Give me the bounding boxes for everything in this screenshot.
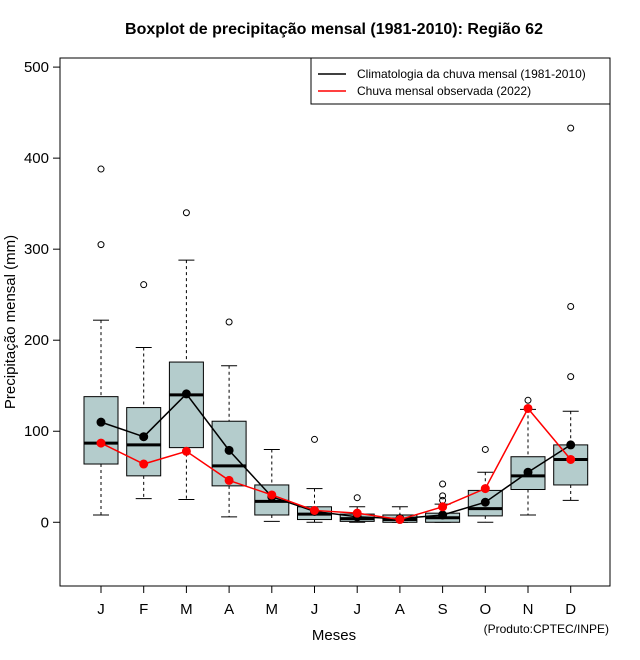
series-lines	[96, 389, 576, 525]
series-0-point-2	[181, 389, 191, 399]
x-tick-label-0: J	[97, 601, 105, 618]
series-1-point-2	[181, 446, 191, 456]
y-tick-label-0: 0	[41, 514, 49, 531]
y-tick-label-4: 400	[24, 150, 49, 167]
box-N-10	[510, 396, 546, 516]
outlier-point-0	[225, 318, 233, 326]
series-1-point-8	[438, 502, 448, 512]
outlier-point-2	[439, 480, 447, 488]
series-1-point-7	[395, 515, 405, 525]
outlier-point-0	[353, 494, 361, 502]
box-iqr	[83, 396, 119, 465]
series-0-point-0	[96, 417, 106, 427]
y-tick-label-1: 100	[24, 423, 49, 440]
outlier-point-1	[97, 165, 105, 173]
y-axis-label: Precipitação mensal (mm)	[2, 235, 19, 409]
x-tick-label-5: J	[311, 601, 319, 618]
x-tick-label-1: F	[139, 601, 148, 618]
outlier-point-0	[481, 445, 489, 453]
boxes-group	[83, 124, 589, 523]
x-tick-label-3: A	[224, 601, 234, 618]
y-tick-label-2: 200	[24, 332, 49, 349]
series-0-point-8	[438, 510, 448, 520]
series-1-point-3	[224, 475, 234, 485]
outlier-point-0	[311, 435, 318, 443]
series-1-point-5	[310, 505, 319, 515]
box-A-3	[211, 318, 247, 518]
x-tick-label-2: M	[180, 601, 193, 618]
x-tick-label-8: S	[438, 601, 448, 618]
x-tick-label-7: A	[395, 601, 405, 618]
outlier-point-0	[97, 241, 105, 249]
x-axis-label: Meses	[312, 627, 356, 644]
outlier-point-0	[567, 373, 575, 381]
series-line-1	[100, 407, 572, 521]
x-tick-label-10: N	[523, 601, 534, 618]
series-1-point-10	[523, 403, 533, 413]
x-tick-label-9: O	[479, 601, 491, 618]
legend-box	[310, 57, 611, 105]
series-0-point-11	[566, 440, 576, 450]
outlier-point-0	[524, 396, 532, 404]
y-tick-label-5: 500	[24, 59, 49, 76]
series-1-point-6	[352, 508, 362, 518]
y-axis: 0 100 200 300 400 500	[24, 59, 60, 531]
series-1-point-0	[96, 438, 106, 448]
outlier-point-0	[182, 209, 190, 217]
series-0-point-10	[523, 467, 533, 477]
legend-label-climatology: Climatologia da chuva mensal (1981-2010)	[357, 67, 586, 81]
series-1-point-1	[139, 459, 149, 469]
y-tick-label-3: 300	[24, 241, 49, 258]
legend-label-observed: Chuva mensal observada (2022)	[357, 84, 531, 98]
legend: Climatologia da chuva mensal (1981-2010)…	[310, 57, 611, 105]
chart-title: Boxplot de precipitação mensal (1981-201…	[125, 21, 543, 38]
series-0-point-9	[480, 497, 490, 507]
series-1-point-4	[267, 490, 277, 500]
x-tick-label-11: D	[565, 601, 576, 618]
series-1-point-11	[566, 454, 576, 464]
outlier-point-2	[567, 124, 575, 132]
credit-text: (Produto:CPTEC/INPE)	[484, 622, 609, 636]
x-tick-label-4: M	[266, 601, 279, 618]
box-M-4	[254, 448, 290, 522]
box-J-0	[83, 165, 119, 516]
box-iqr	[553, 444, 589, 486]
outlier-point-1	[567, 303, 575, 311]
outlier-point-0	[140, 281, 148, 289]
outlier-point-1	[439, 492, 447, 500]
series-1-point-9	[480, 484, 490, 494]
series-line-0	[100, 392, 572, 520]
box-M-2	[168, 209, 204, 501]
series-0-point-3	[224, 445, 234, 455]
series-0-point-1	[139, 432, 149, 442]
x-tick-label-6: J	[353, 601, 361, 618]
plot-frame	[59, 57, 611, 587]
